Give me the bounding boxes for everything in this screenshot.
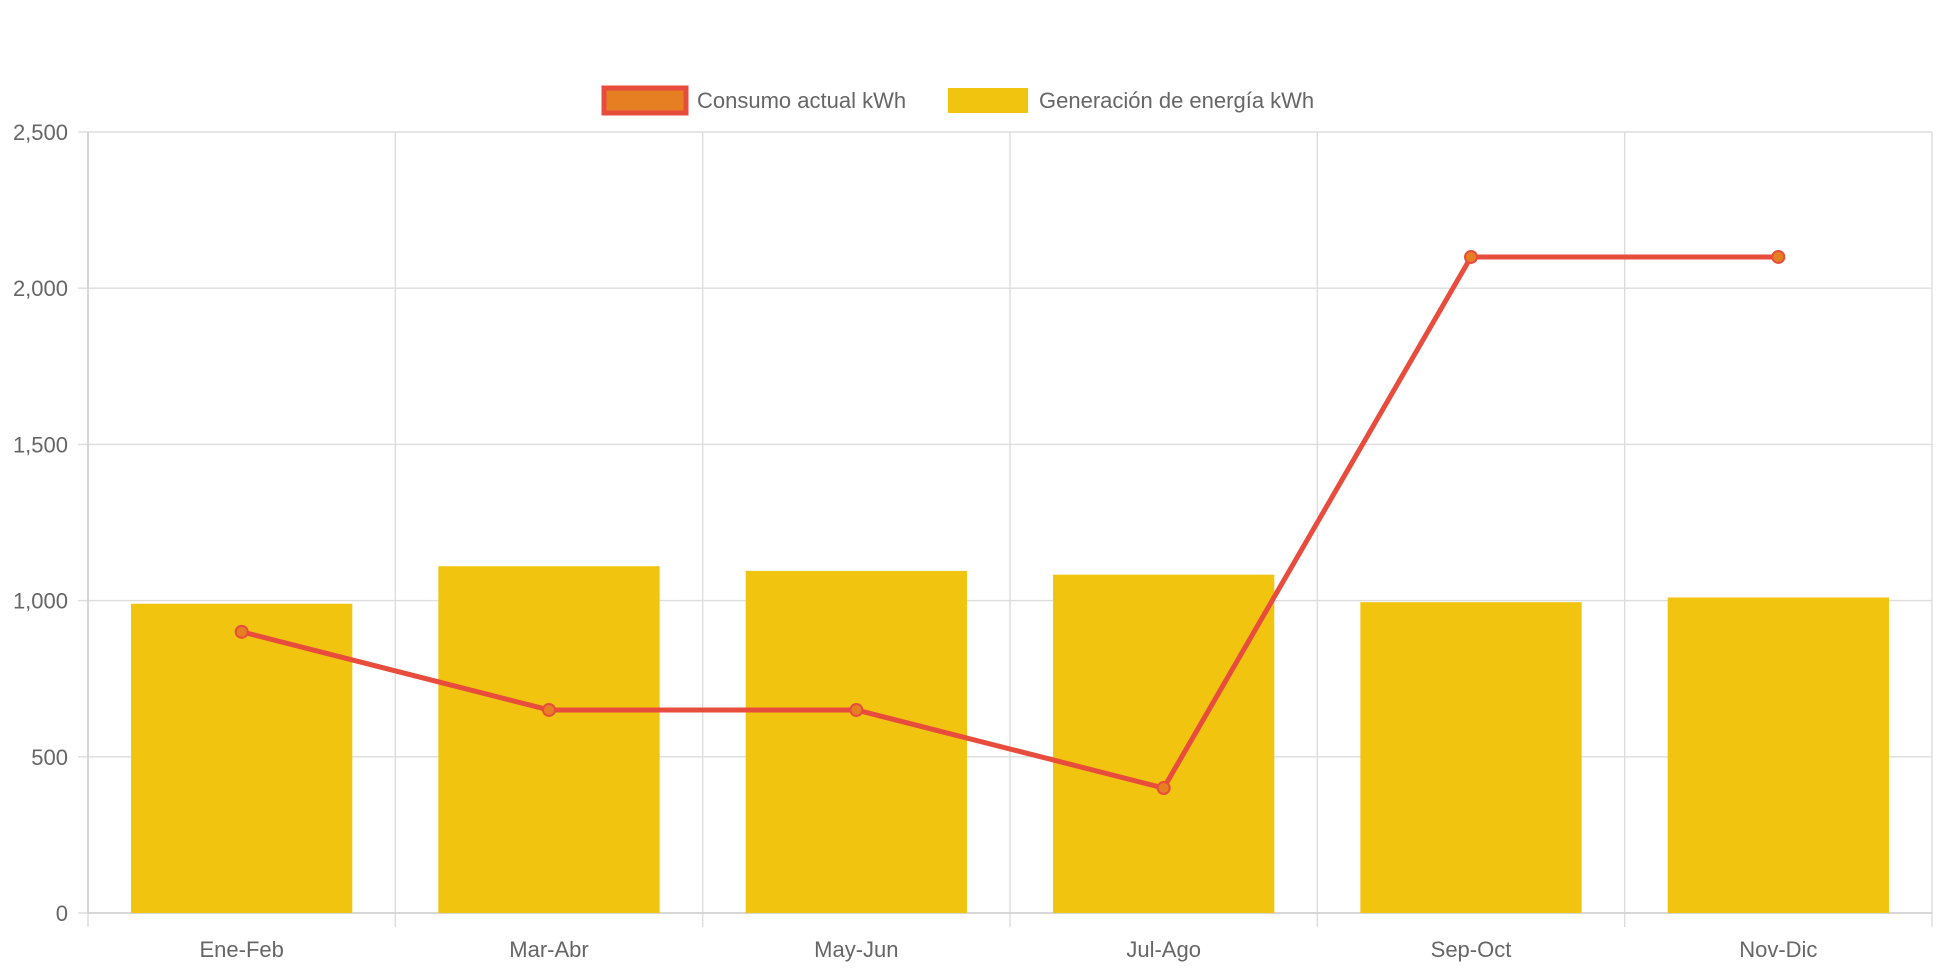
y-tick-label: 2,000 xyxy=(13,276,68,301)
line-point[interactable] xyxy=(234,624,249,639)
x-tick-label: Sep-Oct xyxy=(1431,937,1512,962)
legend-swatch-consumo xyxy=(601,85,689,116)
legend-label-consumo: Consumo actual kWh xyxy=(697,88,906,113)
legend-item-consumo[interactable]: Consumo actual kWh xyxy=(601,85,906,116)
line-point[interactable] xyxy=(542,702,556,717)
x-tick-label: Ene-Feb xyxy=(199,937,283,962)
line-path xyxy=(241,254,1779,791)
bar[interactable] xyxy=(1667,597,1889,913)
bar[interactable] xyxy=(1360,602,1582,913)
legend: Consumo actual kWh Generación de energía… xyxy=(601,85,1314,116)
bar[interactable] xyxy=(438,566,660,913)
line-point[interactable] xyxy=(849,702,864,717)
y-axis: 0 500 1,000 1,500 2,000 2,500 xyxy=(13,120,89,926)
y-tick-label: 2,500 xyxy=(13,120,68,145)
y-tick-label: 500 xyxy=(31,745,68,770)
bar[interactable] xyxy=(1053,574,1275,913)
legend-item-generacion[interactable]: Generación de energía kWh xyxy=(948,88,1314,113)
legend-swatch-generacion xyxy=(948,88,1028,113)
y-tick-label: 1,000 xyxy=(13,589,68,614)
legend-label-generacion: Generación de energía kWh xyxy=(1039,88,1314,113)
bar[interactable] xyxy=(745,570,967,913)
grid-lines xyxy=(78,131,1933,927)
bar[interactable] xyxy=(131,603,353,913)
line-point[interactable] xyxy=(1771,249,1786,264)
line-point[interactable] xyxy=(1464,249,1478,264)
line-point[interactable] xyxy=(1156,781,1171,796)
x-tick-label: Jul-Ago xyxy=(1126,937,1201,962)
x-tick-label: May-Jun xyxy=(814,937,898,962)
bar-series xyxy=(131,566,1889,913)
x-tick-label: Nov-Dic xyxy=(1739,937,1817,962)
line-series xyxy=(234,249,1786,796)
x-axis: Ene-Feb Mar-Abr May-Jun Jul-Ago Sep-Oct Nov-D… xyxy=(88,912,1932,962)
y-tick-label: 0 xyxy=(56,901,68,926)
y-tick-label: 1,500 xyxy=(13,432,68,457)
x-tick-label: Mar-Abr xyxy=(509,937,588,962)
